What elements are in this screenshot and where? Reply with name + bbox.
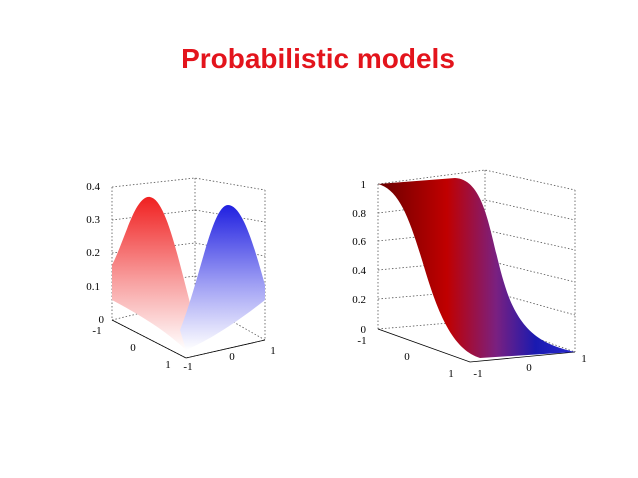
y-tick-label: 0 bbox=[526, 362, 532, 374]
slide-title: Probabilistic models bbox=[181, 43, 455, 74]
z-tick-label: 0.6 bbox=[352, 236, 366, 248]
y-tick-label: -1 bbox=[183, 361, 192, 373]
x-tick-label: -1 bbox=[92, 325, 101, 337]
x-tick-label: 1 bbox=[448, 368, 454, 380]
plot-right bbox=[377, 169, 576, 363]
x-tick-label: 0 bbox=[404, 351, 410, 363]
z-tick-label: 0 bbox=[361, 324, 367, 336]
z-tick-label: 0 bbox=[99, 314, 105, 326]
z-tick-label: 0.4 bbox=[352, 265, 366, 277]
x-tick-label: -1 bbox=[357, 335, 366, 347]
y-tick-label: 0 bbox=[229, 351, 235, 363]
red-surface bbox=[112, 196, 200, 350]
z-tick-label: 0.2 bbox=[352, 294, 366, 306]
y-tick-label: 1 bbox=[581, 353, 587, 365]
axes bbox=[111, 319, 266, 359]
z-tick-label: 1 bbox=[361, 179, 367, 191]
blue-surface bbox=[180, 205, 265, 350]
y-tick-label: 1 bbox=[270, 345, 276, 357]
z-tick-label: 0.1 bbox=[86, 281, 100, 293]
x-tick-label: 0 bbox=[130, 342, 136, 354]
y-tick-label: -1 bbox=[473, 368, 482, 380]
z-tick-label: 0.8 bbox=[352, 208, 366, 220]
x-tick-label: 1 bbox=[165, 359, 171, 371]
z-tick-label: 0.3 bbox=[86, 214, 100, 226]
z-tick-label: 0.2 bbox=[86, 247, 100, 259]
z-tick-label: 0.4 bbox=[86, 181, 100, 193]
sigmoid-surface bbox=[378, 178, 575, 358]
plot-left bbox=[111, 177, 266, 359]
